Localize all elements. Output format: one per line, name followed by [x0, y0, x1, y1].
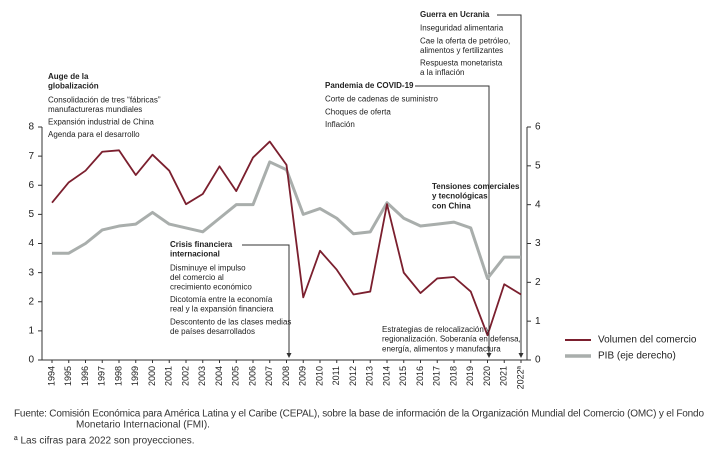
x-tick-label: 2008 — [281, 366, 291, 386]
annotation-text: de países desarrollados — [170, 327, 255, 336]
annotation-title: internacional — [170, 250, 220, 259]
x-tick-label: 2007 — [264, 366, 274, 386]
x-tick-label: 1994 — [46, 366, 56, 386]
annotation-title: globalización — [48, 82, 99, 91]
x-tick-label: 2004 — [214, 366, 224, 386]
x-tick-label: 2003 — [197, 366, 207, 386]
x-tick-label: 2006 — [247, 366, 257, 386]
x-tick-label: 2000 — [147, 366, 157, 386]
y2-tick-label: 2 — [535, 277, 541, 288]
x-tick-label: 1996 — [80, 366, 90, 386]
x-tick-label: 2014 — [381, 366, 391, 386]
annotation-text: del comercio al — [170, 273, 224, 282]
annotation-text: Respuesta monetarista — [420, 59, 503, 68]
annotation-text: Expansión industrial de China — [48, 118, 154, 127]
y-tick-label: 5 — [28, 209, 34, 220]
x-tick-label: 2021 — [499, 366, 509, 386]
annotation-text: Inseguridad alimentaria — [420, 24, 504, 33]
legend-label: PIB (eje derecho) — [598, 351, 676, 362]
y2-tick-label: 3 — [535, 238, 541, 249]
arrow-head — [486, 353, 492, 358]
source: Monetario Internacional (FMI). — [76, 420, 210, 431]
annotation-title: Auge de la — [48, 72, 89, 81]
x-tick-label: 1997 — [97, 366, 107, 386]
x-tick-label: 2009 — [298, 366, 308, 386]
series-line — [52, 160, 521, 280]
annotation-text: Corte de cadenas de suministro — [325, 95, 439, 104]
annotation-title: Pandemia de COVID-19 — [325, 81, 414, 90]
x-tick-label: 2022ª — [515, 365, 525, 389]
y-tick-label: 8 — [28, 122, 34, 133]
y2-tick-label: 6 — [535, 122, 541, 133]
connector — [242, 244, 290, 354]
annotation-title: Tensiones comerciales — [432, 182, 520, 191]
x-tick-label: 2017 — [432, 366, 442, 386]
annotation-text: manufactureras mundiales — [48, 105, 142, 114]
annotation-text: crecimiento económico — [170, 283, 252, 292]
x-tick-label: 2013 — [365, 366, 375, 386]
connector — [415, 85, 490, 354]
x-tick-label: 2005 — [231, 366, 241, 386]
annotation-text: alimentos y fertilizantes — [420, 46, 503, 55]
annotation-text: a la inflación — [420, 68, 464, 77]
y-tick-label: 2 — [28, 296, 34, 307]
annotation-title: Crisis financiera — [170, 240, 233, 249]
annotation-text: real y la expansión financiera — [170, 305, 274, 314]
annotation-text: regionalización. Soberanía en defensa, — [382, 335, 521, 344]
x-tick-label: 2011 — [331, 366, 341, 385]
annotation-text: Consolidación de tres “fábricas” — [48, 95, 161, 104]
annotation-text: Dicotomía entre la economía — [170, 295, 273, 304]
arrow-head — [286, 353, 292, 358]
y2-tick-label: 4 — [535, 199, 541, 210]
annotation-text: Disminuye el impulso — [170, 263, 246, 272]
annotation-text: Choques de oferta — [325, 107, 391, 116]
annotation-title: y tecnológicas — [432, 192, 488, 201]
x-tick-label: 2010 — [314, 366, 324, 386]
annotation-text: Inflación — [325, 120, 355, 129]
x-tick-label: 2018 — [448, 366, 458, 386]
x-tick-label: 1995 — [63, 366, 73, 386]
y2-tick-label: 5 — [535, 160, 541, 171]
x-tick-label: 2016 — [415, 366, 425, 386]
arrow-head — [518, 353, 524, 358]
annotation-text: Cae la oferta de petróleo, — [420, 36, 510, 45]
x-tick-label: 2012 — [348, 366, 358, 386]
annotation-text: Estrategias de relocalización y — [382, 325, 490, 334]
x-tick-label: 2002 — [180, 366, 190, 386]
legend-label: Volumen del comercio — [598, 335, 697, 346]
y2-tick-label: 1 — [535, 316, 541, 327]
annotation-title: con China — [432, 201, 471, 210]
x-tick-label: 1999 — [130, 366, 140, 386]
annotation-title: Guerra en Ucrania — [420, 10, 490, 19]
x-tick-label: 2001 — [164, 366, 174, 386]
annotation-text: Descontento de las clases medias — [170, 317, 291, 326]
connector — [497, 14, 522, 354]
annotation-text: energía, alimentos y manufactura — [382, 344, 501, 353]
x-tick-label: 2020 — [482, 366, 492, 386]
annotation-text: Agenda para el desarrollo — [48, 130, 140, 139]
x-tick-label: 2015 — [398, 366, 408, 386]
series-line — [51, 140, 522, 337]
x-tick-label: 2019 — [465, 366, 475, 386]
y2-tick-label: 0 — [535, 355, 541, 366]
y-tick-label: 3 — [28, 267, 34, 278]
note: ª Las cifras para 2022 son proyecciones. — [14, 436, 194, 447]
source: Fuente: Comisión Económica para América … — [14, 409, 704, 420]
x-tick-label: 1998 — [113, 366, 123, 386]
y-tick-label: 0 — [28, 355, 34, 366]
y-tick-label: 1 — [28, 326, 34, 337]
y-tick-label: 6 — [28, 180, 34, 191]
y-tick-label: 7 — [28, 151, 34, 162]
y-tick-label: 4 — [28, 238, 34, 249]
